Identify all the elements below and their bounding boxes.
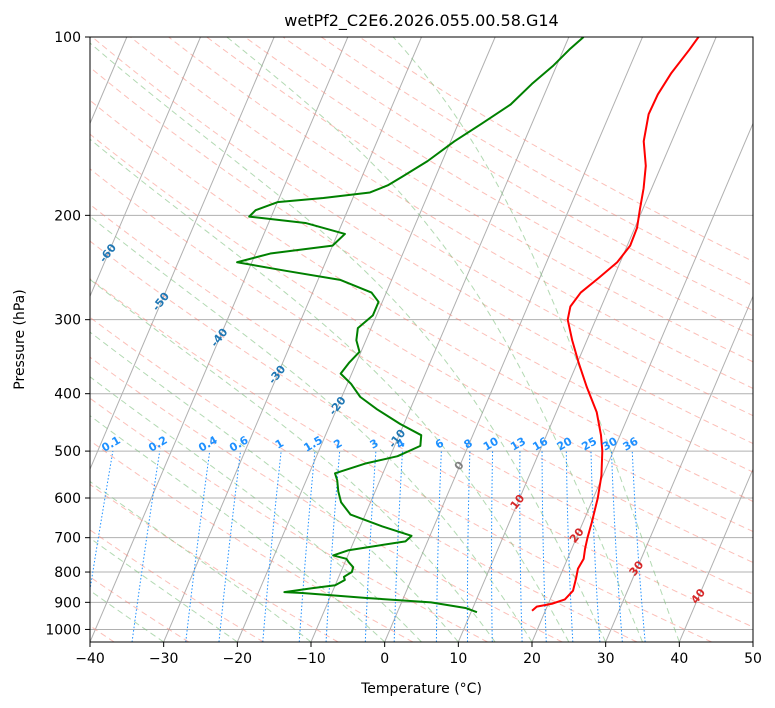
- dry-adiabat-line: [90, 316, 638, 642]
- isotherm-gridline: [90, 37, 201, 298]
- dry-adiabat-line: [91, 37, 753, 445]
- y-tick-label: 800: [54, 565, 81, 581]
- isotherm-gridline: [384, 37, 643, 642]
- dry-adiabat-line: [282, 37, 753, 312]
- x-tick-label: 20: [523, 651, 541, 667]
- dry-adiabat-line: [130, 37, 753, 417]
- x-tick-label: 50: [744, 651, 762, 667]
- moist-adiabat-line: [90, 415, 386, 642]
- moist-adiabat-line: [90, 278, 496, 642]
- y-tick-label: 1000: [45, 622, 81, 638]
- moist-adiabat-line: [90, 537, 238, 642]
- mixing-ratio-line: [218, 451, 242, 642]
- x-tick-label: −40: [75, 651, 105, 667]
- mixing-ratio-line: [565, 451, 574, 642]
- dry-adiabat-line: [90, 240, 753, 628]
- plot-area: 0.10.20.40.611.52346810131620253036-100-…: [90, 37, 753, 642]
- isotherm-gridline: [531, 122, 753, 642]
- dry-adiabat-line: [90, 356, 563, 642]
- mixing-ratio-line: [610, 451, 623, 642]
- isotherm-gridline: [163, 37, 422, 642]
- dry-adiabat-line: [244, 37, 753, 337]
- moist-adiabat-line: [90, 138, 570, 642]
- x-tick-label: 0: [380, 651, 389, 667]
- axes: −40 −30 −20 −10 0 10 20 30 40 50 100 200 300 400 500 60…: [45, 30, 762, 667]
- moist-adiabat-line: [392, 37, 680, 642]
- isotherm-gridline: [457, 37, 717, 642]
- x-axis-title: Temperature (°C): [360, 681, 482, 697]
- moist-adiabat-line: [90, 331, 459, 642]
- mixing-ratio-line: [435, 451, 442, 642]
- mixing-ratio-line: [393, 451, 403, 642]
- plot-frame: [89, 36, 754, 643]
- isotherm-gridline: [90, 37, 349, 642]
- x-tick-label: −10: [296, 651, 326, 667]
- dry-adiabat-line: [90, 99, 753, 502]
- dry-adiabat-line: [168, 37, 753, 389]
- mixing-ratio-line: [631, 451, 646, 642]
- mixing-ratio-line: [298, 451, 316, 642]
- moist-adiabat-line: [90, 590, 164, 642]
- y-tick-label: 500: [54, 444, 81, 460]
- mixing-ratio-line: [519, 451, 523, 642]
- isotherm-gridline: [90, 37, 275, 471]
- moist-adiabat-line: [90, 42, 607, 642]
- moist-adiabat-line: [90, 215, 533, 642]
- x-tick-label: 30: [597, 651, 615, 667]
- mixing-ratio-line: [262, 451, 282, 642]
- mixing-ratio-line: [364, 451, 377, 642]
- temperature-profile-line: [531, 37, 700, 612]
- dry-adiabat-line: [90, 203, 753, 595]
- isotherm-gridline: [678, 467, 753, 642]
- y-axis-title: Pressure (hPa): [12, 289, 28, 389]
- dewpoint-profile-line: [236, 37, 585, 614]
- mixing-ratio-line: [590, 451, 601, 642]
- x-tick-label: 40: [670, 651, 688, 667]
- y-tick-label: 700: [54, 531, 81, 547]
- y-tick-label: 200: [54, 208, 81, 224]
- y-tick-label: 400: [54, 387, 81, 403]
- isotherm-gridline: [605, 295, 753, 642]
- mixing-ratio-line: [491, 451, 494, 642]
- mixing-ratio-line: [541, 451, 547, 642]
- dry-adiabat-line: [90, 168, 753, 563]
- chart-title: wetPf2_C2E6.2026.055.00.58.G14: [284, 11, 558, 31]
- mixing-ratio-line: [325, 451, 341, 642]
- isotherm-gridline: [236, 37, 496, 642]
- dry-adiabat-line: [90, 133, 753, 533]
- moist-adiabat-line: [226, 37, 643, 642]
- y-tick-label: 900: [54, 595, 81, 611]
- x-tick-label: −20: [223, 651, 253, 667]
- y-tick-label: 100: [54, 30, 81, 46]
- dry-adiabat-line: [90, 278, 712, 642]
- y-tick-label: 300: [54, 313, 81, 329]
- moist-adiabat-line: [90, 480, 312, 642]
- mixing-ratio-line: [466, 451, 471, 642]
- x-tick-label: −30: [149, 651, 179, 667]
- y-tick-label: 600: [54, 491, 81, 507]
- dry-adiabat-line: [90, 529, 264, 642]
- x-tick-label: 10: [449, 651, 467, 667]
